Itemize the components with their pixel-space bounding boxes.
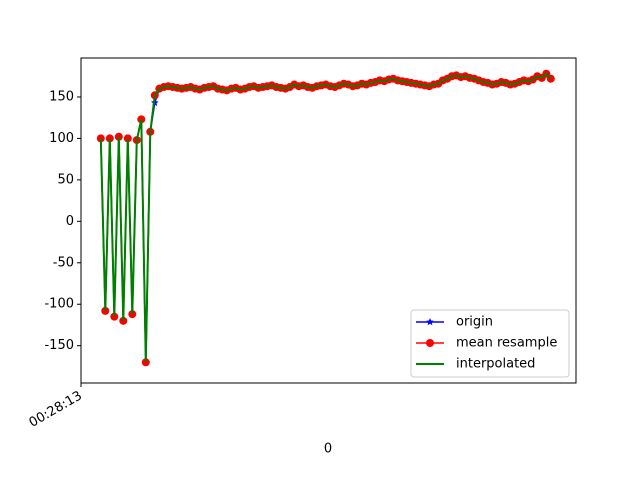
- legend-label: origin: [456, 315, 493, 330]
- legend-label: mean resample: [456, 336, 557, 351]
- legend-box: [410, 309, 570, 378]
- legend-marker: [426, 339, 434, 347]
- y-tick-label: 150: [49, 89, 74, 104]
- plot-area: [96, 69, 555, 367]
- y-tick-label: 100: [49, 131, 74, 146]
- axes-frame: [80, 57, 577, 384]
- legend-label: interpolated: [456, 357, 535, 372]
- y-tick-label: -150: [44, 338, 74, 353]
- series-line: [99, 72, 552, 363]
- y-tick-label: 50: [57, 172, 74, 187]
- x-axis-label: 0: [324, 442, 332, 457]
- y-tick-label: -50: [53, 255, 74, 270]
- y-tick-label: 0: [66, 214, 74, 229]
- legend-marker: [426, 318, 434, 326]
- y-tick-label: -100: [44, 297, 74, 312]
